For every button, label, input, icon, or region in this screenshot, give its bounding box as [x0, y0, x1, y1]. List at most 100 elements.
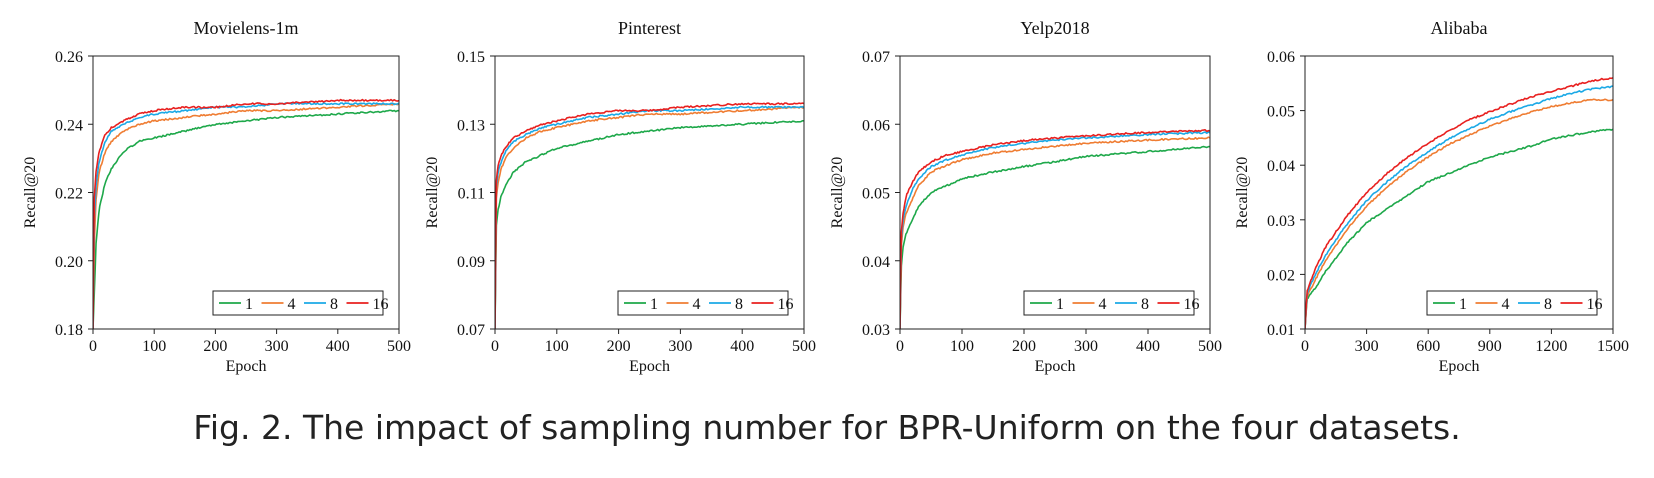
legend-label-4: 4: [693, 296, 701, 313]
x-tick-label: 600: [1416, 338, 1440, 355]
series-line-16: [93, 98, 399, 329]
chart-title: Alibaba: [1431, 18, 1488, 38]
chart-panel-pinterest: Pinterest 0.07 0.09 0.11 0.13 0.15 0 100 200 300 4…: [424, 18, 816, 375]
x-tick-label: 200: [607, 338, 631, 355]
x-axis-label: Epoch: [226, 358, 267, 375]
series-group: [495, 102, 804, 329]
y-tick-label: 0.11: [458, 186, 485, 203]
series-line-16: [900, 129, 1210, 329]
x-tick-label: 900: [1478, 338, 1502, 355]
legend-label-16: 16: [373, 296, 389, 313]
y-tick-label: 0.15: [457, 49, 485, 66]
chart-title: Pinterest: [618, 18, 681, 38]
legend-label-1: 1: [650, 296, 658, 313]
x-tick-label: 200: [1012, 338, 1036, 355]
plot-frame: [899, 55, 1211, 330]
y-tick-label: 0.26: [55, 49, 83, 66]
x-tick-label: 1200: [1535, 338, 1567, 355]
x-tick-label: 400: [326, 338, 350, 355]
legend-label-4: 4: [1502, 296, 1510, 313]
x-tick-label: 300: [668, 338, 692, 355]
chart-title: Movielens-1m: [194, 18, 299, 38]
series-line-16: [495, 102, 804, 329]
y-tick-label: 0.18: [55, 322, 83, 339]
x-tick-label: 300: [1355, 338, 1379, 355]
x-tick-label: 300: [1074, 338, 1098, 355]
y-tick-label: 0.13: [457, 117, 485, 134]
x-tick-label: 500: [387, 338, 411, 355]
legend-label-8: 8: [735, 296, 743, 313]
x-axis-label: Epoch: [1439, 358, 1480, 375]
y-tick-label: 0.03: [1267, 213, 1295, 230]
legend-label-8: 8: [330, 296, 338, 313]
series-line-16: [1305, 77, 1613, 329]
series-line-8: [93, 102, 399, 329]
y-tick-label: 0.07: [457, 322, 485, 339]
x-tick-label: 1500: [1597, 338, 1629, 355]
x-tick-label: 0: [491, 338, 499, 355]
x-tick-label: 400: [730, 338, 754, 355]
series-line-1: [495, 120, 804, 329]
legend-label-16: 16: [1184, 296, 1200, 313]
y-tick-label: 0.05: [1267, 104, 1295, 121]
x-tick-label: 0: [896, 338, 904, 355]
legend-label-8: 8: [1544, 296, 1552, 313]
figure-charts: Movielens-1m0.180.200.220.240.260 100 200 3…: [22, 18, 1629, 375]
legend-label-1: 1: [245, 296, 253, 313]
y-tick-label: 0.20: [55, 254, 83, 271]
y-tick-label: 0.24: [55, 117, 83, 134]
y-tick-label: 0.04: [1267, 158, 1295, 175]
series-group: [1305, 77, 1613, 329]
y-tick-label: 0.09: [457, 254, 485, 271]
chart-panel-alibaba: Alibaba 0.01 0.02 0.03 0.04 0.05 0.06 0 300 600 90…: [1234, 18, 1629, 375]
y-axis-label: Recall@20: [424, 157, 441, 229]
plot-frame: [494, 55, 805, 330]
x-tick-label: 500: [1198, 338, 1222, 355]
legend-label-16: 16: [778, 296, 794, 313]
series-line-8: [495, 105, 804, 329]
chart-title: Yelp2018: [1020, 18, 1089, 38]
y-tick-label: 0.07: [862, 49, 890, 66]
x-tick-label: 100: [545, 338, 569, 355]
series-group: [93, 98, 399, 329]
series-group: [900, 129, 1210, 329]
y-tick-label: 0.06: [862, 117, 890, 134]
series-line-4: [900, 136, 1210, 329]
x-tick-label: 0: [89, 338, 97, 355]
chart-panel-movielens-1m: Movielens-1m 0.18 0.20 0.22 0.24 0.26 0 100 200 3…: [22, 18, 411, 375]
y-tick-label: 0.01: [1267, 322, 1295, 339]
series-line-4: [1305, 98, 1613, 329]
series-line-8: [1305, 85, 1613, 329]
x-tick-label: 0: [1301, 338, 1309, 355]
plot-frame: [92, 55, 400, 330]
legend-label-4: 4: [288, 296, 296, 313]
series-line-1: [1305, 128, 1613, 329]
x-axis-label: Epoch: [629, 358, 670, 375]
legend: 1 4 8 16: [1426, 290, 1603, 316]
series-line-1: [93, 109, 399, 329]
plot-frame: [1304, 55, 1614, 330]
legend-label-8: 8: [1141, 296, 1149, 313]
legend: 1 4 8 16: [212, 290, 389, 316]
x-axis-label: Epoch: [1035, 358, 1076, 375]
y-tick-label: 0.06: [1267, 49, 1295, 66]
legend: 1 4 8 16: [1023, 290, 1200, 316]
y-axis-label: Recall@20: [1234, 157, 1251, 229]
legend: 1 4 8 16: [617, 290, 794, 316]
series-line-1: [900, 145, 1210, 329]
legend-label-4: 4: [1099, 296, 1107, 313]
chart-panel-yelp2018: Yelp2018 0.03 0.04 0.05 0.06 0.07 0 100 200 300 40…: [829, 18, 1222, 375]
figure-caption: Fig. 2. The impact of sampling number fo…: [193, 408, 1461, 447]
x-tick-label: 400: [1136, 338, 1160, 355]
y-tick-label: 0.04: [862, 254, 890, 271]
x-tick-label: 200: [203, 338, 227, 355]
x-tick-label: 500: [792, 338, 816, 355]
y-axis-label: Recall@20: [829, 157, 846, 229]
legend-label-1: 1: [1459, 296, 1467, 313]
x-tick-label: 100: [142, 338, 166, 355]
series-line-4: [495, 105, 804, 329]
y-tick-label: 0.02: [1267, 267, 1295, 284]
y-tick-label: 0.05: [862, 186, 890, 203]
series-line-8: [900, 131, 1210, 329]
